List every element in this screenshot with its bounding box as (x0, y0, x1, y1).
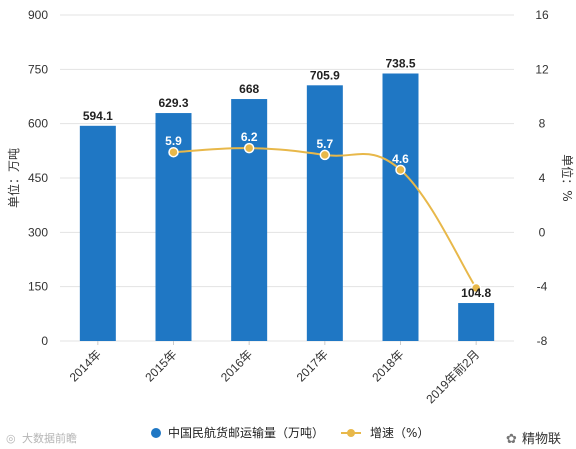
right-axis-ticks: -8 -4 0 4 8 12 16 (535, 8, 549, 348)
legend-bar-marker (151, 428, 161, 438)
growth-line (173, 147, 478, 289)
wechat-icon: ✿ (506, 431, 517, 446)
left-tick-label: 900 (28, 8, 48, 22)
line-point (168, 146, 179, 158)
bar (382, 73, 419, 341)
left-tick-label: 450 (28, 171, 48, 185)
line-value-label: 6.2 (241, 130, 258, 144)
right-tick-label: 4 (539, 171, 546, 185)
bar-value-label: 104.8 (461, 286, 491, 300)
left-axis-title: 单位：万吨 (6, 148, 21, 208)
bar (458, 303, 495, 341)
bar-value-label: 668 (239, 82, 259, 96)
bar (79, 125, 116, 342)
left-tick-label: 150 (28, 280, 48, 294)
line-value-label: 5.7 (316, 137, 333, 151)
right-tick-label: 16 (535, 8, 549, 22)
line-point (470, 282, 482, 294)
legend-line-dot (347, 429, 355, 437)
legend-line-label: 增速（%） (370, 426, 429, 440)
x-tick-label: 2018年 (369, 347, 406, 384)
data-labels: 594.1 629.3 668 705.9 738.5 104.8 5.9 6.2 5.7 4.6 (83, 56, 492, 300)
weibo-icon: ◎ (6, 432, 16, 445)
right-axis-title: 单位：% (560, 154, 575, 201)
legend: 中国民航货邮运输量（万吨） 增速（%） (151, 425, 429, 440)
right-tick-label: -4 (537, 280, 548, 294)
line-point (243, 142, 255, 154)
bar-value-label: 629.3 (158, 96, 188, 110)
x-tick-label: 2016年 (218, 347, 255, 384)
legend-bar-label: 中国民航货邮运输量（万吨） (168, 425, 324, 440)
right-tick-label: 8 (539, 117, 546, 131)
footer-left-text: 大数据前瞻 (22, 431, 77, 445)
left-tick-label: 300 (28, 225, 48, 239)
footer-right-text: 精物联 (522, 432, 561, 447)
line-series (168, 142, 482, 294)
x-tick-label: 2015年 (142, 347, 179, 384)
line-point (395, 164, 406, 176)
x-tick-label: 2014年 (67, 347, 104, 384)
bar-series (79, 73, 495, 342)
gridlines (60, 14, 514, 342)
footer-right-watermark: ✿ 精物联 (506, 431, 561, 447)
bar (306, 85, 343, 341)
left-tick-label: 600 (28, 117, 48, 131)
bar-value-label: 705.9 (310, 68, 340, 82)
bar (231, 99, 268, 341)
left-tick-label: 750 (28, 62, 48, 76)
bar-value-label: 738.5 (385, 56, 415, 70)
line-point (319, 149, 331, 161)
left-tick-label: 0 (41, 334, 48, 348)
footer-left-watermark: ◎ 大数据前瞻 (6, 431, 77, 445)
x-tick-label: 2017年 (294, 347, 331, 384)
left-axis-ticks: 0 150 300 450 600 750 900 (28, 8, 48, 348)
x-axis-ticks: 2014年 2015年 2016年 2017年 2018年 2019年前2月 (67, 341, 483, 407)
bar-value-label: 594.1 (83, 109, 113, 123)
x-tick-label: 2019年前2月 (423, 347, 483, 407)
right-tick-label: 12 (535, 62, 549, 76)
line-value-label: 5.9 (165, 134, 182, 148)
right-tick-label: 0 (539, 225, 546, 239)
right-tick-label: -8 (537, 334, 548, 348)
line-value-label: 4.6 (392, 152, 409, 166)
